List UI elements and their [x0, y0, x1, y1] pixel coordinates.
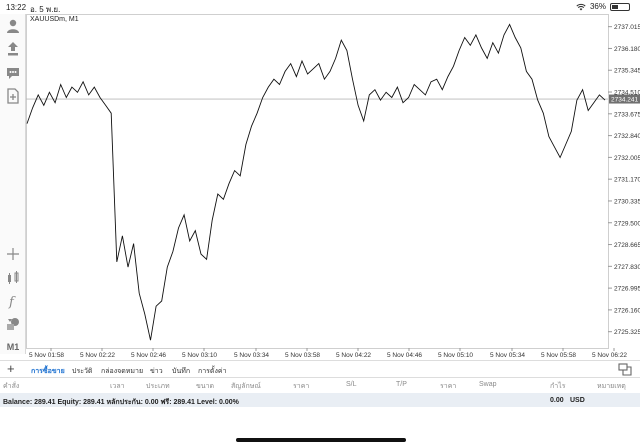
x-tick-label: 5 Nov 02:22	[80, 352, 115, 359]
y-tick-label: 2726.160	[614, 307, 640, 314]
x-tick-label: 5 Nov 02:46	[131, 352, 166, 359]
home-indicator	[236, 438, 406, 442]
y-tick-label: 2736.180	[614, 46, 640, 53]
x-tick-label: 5 Nov 06:22	[592, 352, 627, 359]
y-tick-label: 2730.335	[614, 198, 640, 205]
y-tick-label: 2726.995	[614, 286, 640, 293]
x-tick-label: 5 Nov 03:10	[182, 352, 217, 359]
current-price-label: 2734.241	[611, 97, 638, 104]
x-tick-label: 5 Nov 01:58	[29, 352, 64, 359]
left-toolbar: f M1	[0, 14, 26, 354]
trade-icon[interactable]	[4, 40, 22, 58]
col-volume: ขนาด	[196, 383, 215, 390]
current-price-tag	[609, 94, 640, 104]
x-tick-label: 5 Nov 03:34	[234, 352, 269, 359]
orders-table-header: คำสั่ง เวลา ประเภท ขนาด สัญลักษณ์ ราคา S…	[0, 378, 640, 392]
y-tick-label: 2735.345	[614, 68, 640, 75]
account-icon[interactable]	[4, 17, 22, 35]
chart-canvas[interactable]: 2737.015 2736.180 2735.345 2734.510 2733.675…	[26, 14, 640, 359]
y-tick-label: 2737.015	[614, 24, 640, 31]
price-chart[interactable]: 2737.015 2736.180 2735.345 2734.510 2733.675…	[26, 14, 640, 359]
add-icon[interactable]: +	[7, 361, 15, 376]
new-document-icon[interactable]	[4, 87, 22, 105]
clock: 13:22	[6, 3, 27, 12]
price-series-line	[26, 23, 606, 341]
col-swap: Swap	[479, 381, 497, 388]
col-price: ราคา	[293, 383, 310, 390]
balance-summary: Balance: 289.41 Equity: 289.41 หลักประกั…	[3, 399, 239, 406]
symbol-label: XAUUSDm, M1	[30, 16, 79, 23]
battery-icon	[610, 2, 630, 11]
date: อ. 5 พ.ย.	[30, 5, 61, 14]
balance-row: Balance: 289.41 Equity: 289.41 หลักประกั…	[0, 393, 640, 407]
x-tick-label: 5 Nov 04:22	[336, 352, 371, 359]
timeframe-button[interactable]: M1	[6, 342, 20, 352]
tab-mailbox[interactable]: กล่องจดหมาย	[101, 368, 144, 375]
y-tick-label: 2732.005	[614, 155, 640, 162]
x-tick-label: 5 Nov 05:34	[490, 352, 525, 359]
tab-journal[interactable]: บันทึก	[172, 368, 191, 375]
col-current-price: ราคา	[440, 383, 457, 390]
x-tick-label: 5 Nov 05:10	[438, 352, 473, 359]
col-tp: T/P	[396, 381, 407, 388]
crosshair-icon[interactable]	[4, 245, 22, 263]
terminal-tabs: + การซื้อขาย ประวัติ กล่องจดหมาย ข่าว บั…	[0, 360, 640, 378]
currency-label: USD	[570, 397, 585, 404]
chat-icon[interactable]	[4, 64, 22, 82]
x-tick-label: 5 Nov 04:46	[387, 352, 422, 359]
x-tick-label: 5 Nov 03:58	[285, 352, 320, 359]
col-profit: กำไร	[550, 383, 566, 390]
function-icon[interactable]: f	[4, 292, 22, 310]
y-tick-label: 2734.510	[614, 90, 640, 97]
col-order: คำสั่ง	[3, 383, 20, 390]
indicators-icon[interactable]	[4, 269, 22, 287]
svg-text:f: f	[8, 295, 16, 309]
status-bar: 13:22 อ. 5 พ.ย. 36%	[0, 0, 640, 14]
y-tick-label: 2729.500	[614, 220, 640, 227]
objects-icon[interactable]	[4, 315, 22, 333]
y-tick-label: 2731.170	[614, 177, 640, 184]
tab-news[interactable]: ข่าว	[150, 368, 163, 375]
y-tick-label: 2733.675	[614, 111, 640, 118]
total-profit: 0.00	[550, 397, 564, 404]
col-time: เวลา	[110, 383, 125, 390]
status-indicators: 36%	[576, 2, 630, 11]
tab-trade[interactable]: การซื้อขาย	[31, 368, 65, 375]
col-symbol: สัญลักษณ์	[231, 383, 261, 390]
tab-settings[interactable]: การตั้งค่า	[198, 368, 227, 375]
col-comment: หมายเหตุ	[597, 383, 626, 390]
y-tick-label: 2732.840	[614, 133, 640, 140]
y-tick-label: 2727.830	[614, 264, 640, 271]
col-type: ประเภท	[146, 383, 170, 390]
tab-history[interactable]: ประวัติ	[72, 368, 93, 375]
layout-icon[interactable]	[618, 363, 632, 376]
x-tick-label: 5 Nov 05:58	[541, 352, 576, 359]
col-sl: S/L	[346, 381, 357, 388]
battery-percent: 36%	[589, 2, 606, 11]
plot-frame	[26, 14, 609, 349]
y-tick-label: 2728.665	[614, 242, 640, 249]
y-tick-label: 2725.325	[614, 329, 640, 336]
wifi-icon	[576, 3, 586, 10]
